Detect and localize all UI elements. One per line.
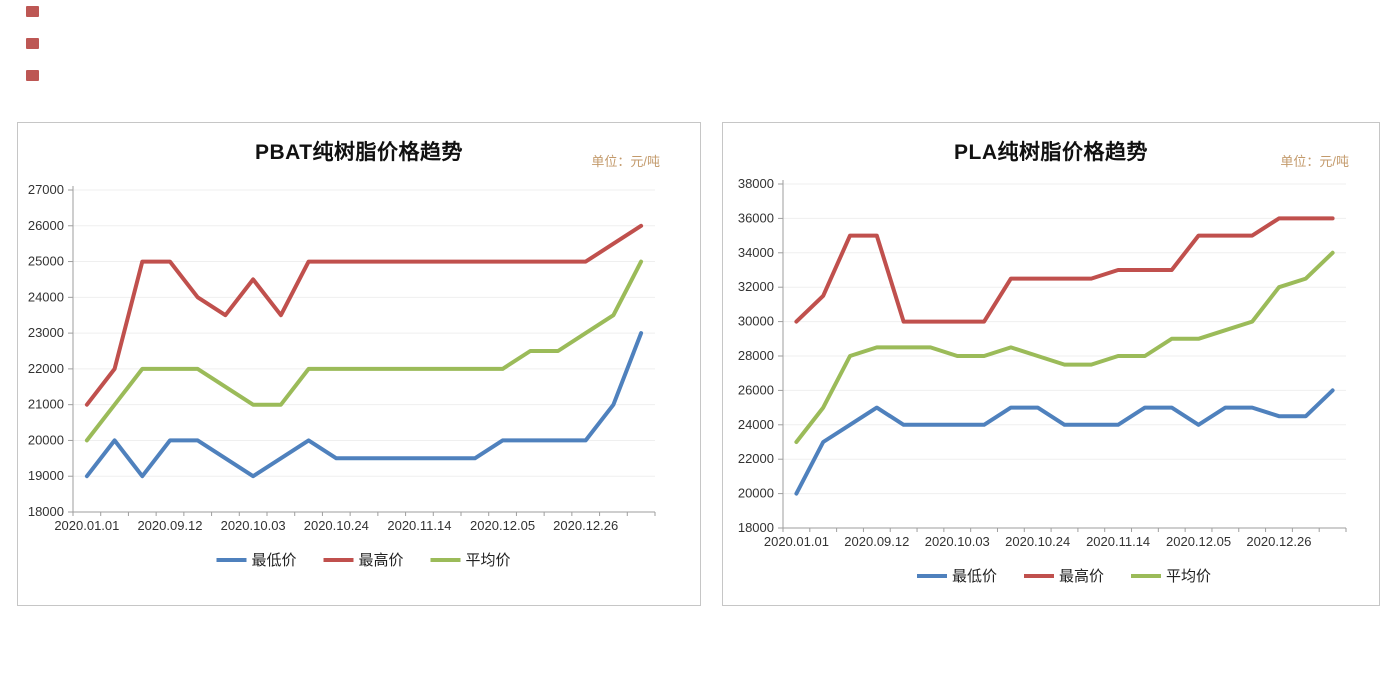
chart-title-pbat: PBAT纯树脂价格趋势 (254, 141, 464, 164)
x-axis-label: 2020.09.12 (844, 534, 909, 549)
y-axis-label: 23000 (28, 325, 64, 340)
y-axis-label: 30000 (738, 314, 774, 329)
y-axis-label: 25000 (28, 254, 64, 269)
x-axis-label: 2020.01.01 (54, 518, 119, 533)
legend-label-lowest-price: 最低价 (952, 568, 997, 585)
chart-title-pla: PLA纯树脂价格趋势 (954, 141, 1148, 164)
x-axis-label: 2020.12.26 (1246, 534, 1311, 549)
series-line-highest-price (794, 216, 1335, 324)
y-axis-label: 18000 (28, 504, 64, 519)
x-axis-label: 2020.12.26 (553, 518, 618, 533)
legend-label-highest-price: 最高价 (359, 552, 404, 569)
y-axis-label: 24000 (28, 289, 64, 304)
y-axis-label: 28000 (738, 348, 774, 363)
y-axis-label: 22000 (738, 451, 774, 466)
chart-panel-pbat: 18000 19000 20000 21000 22000 23000 24000 25000… (17, 122, 701, 606)
y-axis-label: 21000 (28, 397, 64, 412)
y-axis-label: 32000 (738, 279, 774, 294)
series-line-average-price (84, 259, 644, 443)
y-axis-label: 26000 (28, 218, 64, 233)
unit-label-pla: 单位：元/吨 (1280, 154, 1349, 169)
series-line-lowest-price (794, 388, 1335, 496)
x-axis-label: 2020.12.05 (470, 518, 535, 533)
legend-label-average-price: 平均价 (466, 552, 511, 569)
pla-line-chart: 18000 20000 22000 24000 26000 28000 30000 32000… (738, 176, 1347, 585)
legend-label-average-price: 平均价 (1166, 568, 1211, 585)
x-axis-label: 2020.10.24 (1005, 534, 1070, 549)
y-axis-label: 27000 (28, 182, 64, 197)
pbat-line-chart: 18000 19000 20000 21000 22000 23000 24000 25000… (28, 182, 656, 569)
y-axis-label: 18000 (738, 520, 774, 535)
y-axis-label: 36000 (738, 210, 774, 225)
x-axis-label: 2020.12.05 (1166, 534, 1231, 549)
y-axis-label: 26000 (738, 382, 774, 397)
unit-label-pbat: 单位：元/吨 (591, 154, 660, 169)
chart-panel-pla: 18000 20000 22000 24000 26000 28000 30000 32000… (722, 122, 1380, 606)
y-axis-label: 24000 (738, 417, 774, 432)
red-mark-icon (26, 70, 39, 81)
x-axis-label: 2020.10.24 (304, 518, 369, 533)
x-axis-label: 2020.09.12 (137, 518, 202, 533)
red-mark-icon (26, 6, 39, 17)
series-line-highest-price (84, 223, 644, 407)
x-axis-label: 2020.10.03 (221, 518, 286, 533)
series-line-average-price (794, 250, 1335, 444)
y-axis-label: 20000 (738, 486, 774, 501)
x-axis-label: 2020.11.14 (387, 518, 451, 533)
x-axis-label: 2020.01.01 (764, 534, 829, 549)
x-axis-label: 2020.11.14 (1086, 534, 1150, 549)
y-axis-label: 19000 (28, 468, 64, 483)
y-axis-label: 22000 (28, 361, 64, 376)
x-axis-label: 2020.10.03 (925, 534, 990, 549)
y-axis-label: 38000 (738, 176, 774, 191)
legend-label-highest-price: 最高价 (1059, 568, 1104, 585)
red-mark-icon (26, 38, 39, 49)
legend-label-lowest-price: 最低价 (252, 552, 297, 569)
series-line-lowest-price (84, 331, 644, 479)
y-axis-label: 34000 (738, 245, 774, 260)
y-axis-label: 20000 (28, 432, 64, 447)
